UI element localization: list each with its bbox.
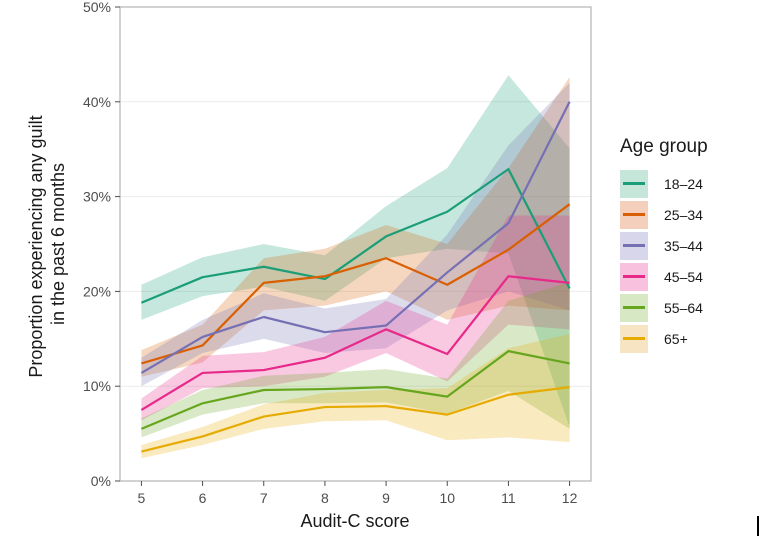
legend-key-swatch	[620, 293, 648, 322]
x-tick-label: 12	[562, 490, 578, 506]
confidence-bands	[141, 75, 570, 459]
legend-label: 35–44	[664, 237, 703, 254]
series-line-65+	[141, 386, 570, 453]
legend-item: 18–24	[620, 168, 708, 199]
legend-key-line	[623, 243, 645, 247]
panel-border	[119, 6, 592, 482]
legend-item: 65+	[620, 323, 708, 354]
legend-key-line	[623, 274, 645, 278]
x-tick-label: 10	[439, 490, 455, 506]
series-line-55–64	[140, 350, 570, 430]
series-line-18–24	[140, 168, 571, 304]
ci-band-25–34	[141, 77, 570, 377]
legend-item: 25–34	[620, 199, 708, 230]
legend-item: 55–64	[620, 292, 708, 323]
x-tick-label: 5	[138, 490, 146, 506]
series-lines	[140, 101, 571, 453]
legend-label: 45–54	[664, 268, 703, 285]
legend-key-line	[623, 336, 645, 340]
y-axis-title: Proportion experiencing any guilt in the…	[26, 110, 68, 377]
legend-key-line	[623, 305, 645, 309]
ci-band-45–54	[141, 215, 570, 421]
legend-label: 18–24	[664, 175, 703, 192]
text-cursor-mark	[757, 516, 759, 536]
y-tick-label: 40%	[83, 94, 111, 110]
series-line-45–54	[140, 275, 570, 411]
y-tick-label: 20%	[83, 283, 111, 299]
legend-key-line	[623, 212, 645, 216]
ci-band-18–24	[141, 75, 570, 427]
legend-label: 65+	[664, 330, 688, 347]
x-tick-label: 6	[199, 490, 207, 506]
legend-item: 35–44	[620, 230, 708, 261]
y-axis: 0% 10% 20% 30% 40% 50%	[83, 0, 120, 489]
y-tick-label: 10%	[83, 378, 111, 394]
legend-key-swatch	[620, 200, 648, 229]
legend-key-line	[623, 181, 645, 185]
series-line-25–34	[141, 203, 571, 365]
x-tick-label: 7	[260, 490, 268, 506]
x-tick-label: 9	[382, 490, 390, 506]
x-tick-label: 11	[501, 490, 516, 506]
legend-items: 18–24 25–34 35–44 45–54 55–64 65+	[620, 168, 708, 354]
x-axis: 5 6 7 8 9 10 11 12	[138, 481, 578, 506]
legend-key-swatch	[620, 324, 648, 353]
series-line-35–44	[140, 101, 571, 374]
legend-title: Age group	[620, 136, 708, 157]
x-axis-title: Audit-C score	[300, 511, 409, 531]
y-tick-label: 0%	[91, 473, 111, 489]
legend-item: 45–54	[620, 261, 708, 292]
x-tick-label: 8	[321, 490, 329, 506]
ci-band-55–64	[141, 281, 570, 438]
legend-key-swatch	[620, 262, 648, 291]
legend-key-swatch	[620, 169, 648, 198]
legend: Age group 18–24 25–34 35–44 45–54 55–64 65+	[620, 136, 708, 354]
ci-band-65+	[141, 334, 570, 459]
legend-key-swatch	[620, 231, 648, 260]
legend-label: 25–34	[664, 206, 703, 223]
y-tick-label: 50%	[83, 0, 111, 15]
legend-label: 55–64	[664, 299, 703, 316]
y-axis-title-line-1: Proportion experiencing any guilt	[26, 115, 46, 377]
y-tick-label: 30%	[83, 189, 111, 205]
y-axis-title-line-2: in the past 6 months	[48, 163, 68, 325]
ci-band-35–44	[141, 82, 570, 387]
